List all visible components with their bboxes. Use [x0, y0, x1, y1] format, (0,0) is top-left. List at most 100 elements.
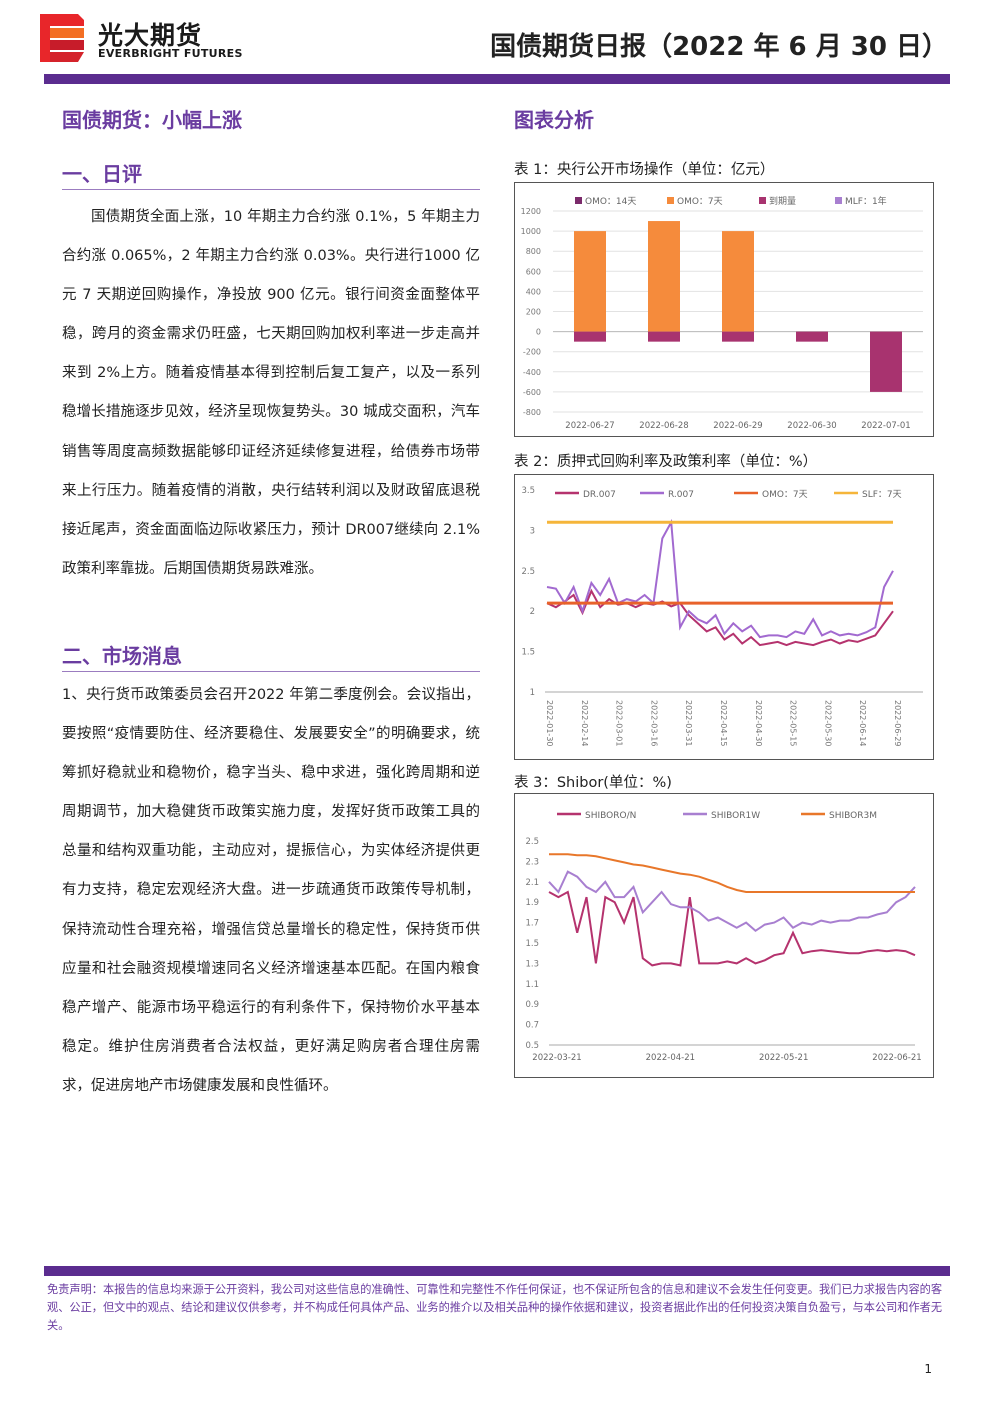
- y-tick-label: 1.5: [521, 648, 535, 658]
- bar-1-0: [574, 231, 606, 332]
- series-line-0: [548, 890, 916, 967]
- y-tick-label: 600: [526, 267, 541, 276]
- x-tick-label: 2022-01-30: [545, 700, 554, 747]
- x-tick-label: 2022-02-14: [580, 700, 589, 747]
- chart2-svg: DR.007 R.007 OMO：7天 SLF：7天 3.5 3 2.5 2 1.5 1 2022-…: [521, 486, 923, 747]
- y-tick-label: 2.5: [521, 567, 535, 577]
- disclaimer-text: 免责声明：本报告的信息均来源于公开资料，我公司对这些信息的准确性、可靠性和完整性…: [47, 1283, 943, 1332]
- section1-divider: [62, 189, 480, 190]
- legend-label-3: SLF：7天: [862, 490, 902, 500]
- brand-name-en: EVERBRIGHT FUTURES: [98, 47, 243, 60]
- main-heading: 国债期货：小幅上涨: [62, 108, 242, 132]
- legend-label-1: OMO：7天: [677, 197, 723, 207]
- x-tick-label: 2022-03-31: [684, 700, 693, 747]
- series-line-0: [546, 588, 894, 647]
- x-tick-label: 2022-04-30: [754, 700, 763, 747]
- bar-2-4: [870, 331, 902, 392]
- y-tick-label: -400: [523, 368, 541, 377]
- x-tick-label: 2022-05-30: [823, 700, 832, 747]
- section2-heading: 二、市场消息: [62, 644, 182, 668]
- chart3-svg: SHIBORO/N SHIBOR1W SHIBOR3M 2.5 2.3 2.1 1.9 1.7…: [525, 811, 921, 1063]
- chart3-container: SHIBORO/N SHIBOR1W SHIBOR3M 2.5 2.3 2.1 1.9 1.7…: [514, 793, 934, 1078]
- x-tick-label: 2022-06-28: [639, 421, 688, 431]
- x-tick-label: 2022-03-16: [649, 700, 658, 747]
- x-tick-label: 2022-04-21: [646, 1053, 695, 1063]
- x-tick-label: 2022-06-29: [713, 421, 762, 431]
- y-tick-label: 1.5: [525, 939, 539, 949]
- chart1-svg: OMO：14天 OMO：7天 到期量 MLF：1年 1200 1000 800 600 400 2…: [521, 195, 923, 431]
- y-tick-label: 800: [526, 247, 541, 256]
- section2-body: 1、央行货币政策委员会召开2022 年第二季度例会。会议指出，要按照“疫情要防住…: [62, 676, 480, 1106]
- legend-label-0: DR.007: [583, 490, 616, 500]
- bar-1-1: [648, 221, 680, 332]
- y-tick-label: 3.5: [521, 486, 535, 496]
- x-tick-label: 2022-07-01: [861, 421, 910, 431]
- chart1-caption: 表 1：央行公开市场操作（单位：亿元）: [514, 162, 775, 178]
- legend-label-2: OMO：7天: [762, 490, 808, 500]
- x-tick-label: 2022-06-29: [893, 700, 902, 747]
- x-tick-label: 2022-04-15: [719, 700, 728, 747]
- x-tick-label: 2022-05-15: [789, 700, 798, 747]
- y-tick-label: -600: [523, 388, 541, 397]
- y-tick-label: 2.1: [525, 878, 539, 888]
- section2-divider: [62, 671, 480, 672]
- x-tick-label: 2022-06-27: [565, 421, 614, 431]
- y-tick-label: 0.5: [525, 1041, 539, 1051]
- footer-divider: [44, 1266, 950, 1276]
- legend-swatch-3: [835, 197, 842, 204]
- x-tick-label: 2022-03-21: [532, 1053, 581, 1063]
- legend-label-0: OMO：14天: [585, 197, 636, 207]
- y-tick-label: 400: [526, 287, 541, 296]
- header-divider: [44, 74, 950, 84]
- y-tick-label: 1.9: [525, 898, 539, 908]
- x-tick-label: 2022-06-30: [787, 421, 836, 431]
- legend-swatch-2: [759, 197, 766, 204]
- y-tick-label: 0: [536, 328, 541, 337]
- section1-paragraph: 国债期货全面上涨，10 年期主力合约涨 0.1%，5 年期主力合约涨 0.065…: [62, 209, 480, 577]
- legend-label-1: SHIBOR1W: [711, 811, 760, 821]
- y-tick-label: 0.7: [525, 1021, 539, 1031]
- y-tick-label: 3: [530, 526, 535, 536]
- everbright-logo: [40, 14, 84, 62]
- series-line-2: [549, 853, 915, 893]
- logo-mark-icon: [40, 14, 84, 62]
- bar-2-1: [648, 331, 680, 342]
- x-tick-label: 2022-05-21: [759, 1053, 808, 1063]
- chart-section-heading: 图表分析: [514, 108, 594, 132]
- y-tick-label: -800: [523, 408, 541, 417]
- x-tick-label: 2022-06-21: [872, 1053, 921, 1063]
- y-tick-label: 2.5: [525, 837, 539, 847]
- y-tick-label: 1: [530, 688, 535, 698]
- section1-heading: 一、日评: [62, 162, 142, 186]
- section2-paragraph: 1、央行货币政策委员会召开2022 年第二季度例会。会议指出，要按照“疫情要防住…: [62, 687, 480, 1094]
- legend-label-1: R.007: [668, 490, 694, 500]
- y-tick-label: 2.3: [525, 857, 539, 867]
- y-tick-label: -200: [523, 348, 541, 357]
- y-tick-label: 1000: [521, 227, 541, 236]
- brand-name-cn: 光大期货: [98, 21, 203, 50]
- legend-label-3: MLF：1年: [845, 195, 887, 207]
- legend-swatch-1: [667, 197, 674, 204]
- bar-2-0: [574, 331, 606, 342]
- chart2-caption: 表 2：质押式回购利率及政策利率（单位：%）: [514, 454, 818, 470]
- y-tick-label: 0.9: [525, 1000, 539, 1010]
- y-tick-label: 1.3: [525, 959, 539, 969]
- legend-swatch-0: [575, 197, 582, 204]
- chart3-caption: 表 3：Shibor(单位：%): [514, 775, 672, 791]
- legend-label-2: 到期量: [769, 195, 796, 207]
- y-tick-label: 1.1: [525, 980, 539, 990]
- y-tick-label: 1.7: [525, 919, 539, 929]
- y-tick-label: 1200: [521, 207, 541, 216]
- legend-label-2: SHIBOR3M: [829, 811, 877, 821]
- bar-2-2: [722, 331, 754, 342]
- x-tick-label: 2022-03-01: [615, 700, 624, 747]
- series-line-1: [548, 870, 916, 933]
- page-number: 1: [924, 1362, 932, 1376]
- bar-1-2: [722, 231, 754, 332]
- chart1-container: OMO：14天 OMO：7天 到期量 MLF：1年 1200 1000 800 600 400 2…: [514, 182, 934, 437]
- chart2-container: DR.007 R.007 OMO：7天 SLF：7天 3.5 3 2.5 2 1.5 1 2022-…: [514, 474, 934, 760]
- bar-2-3: [796, 331, 828, 342]
- x-tick-label: 2022-06-14: [858, 700, 867, 747]
- section1-body: 国债期货全面上涨，10 年期主力合约涨 0.1%，5 年期主力合约涨 0.065…: [62, 198, 480, 589]
- series-line-1: [546, 518, 894, 639]
